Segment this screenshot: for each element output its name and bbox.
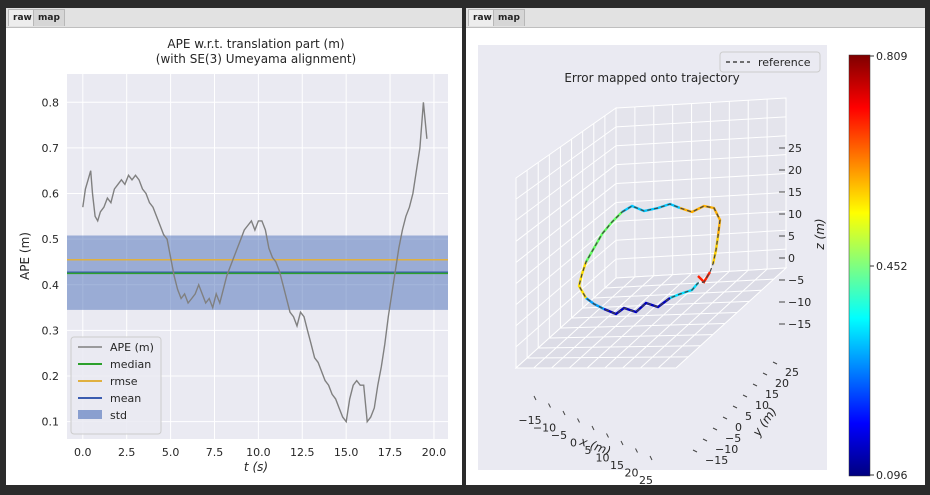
x-axis-label: t (s) (244, 460, 268, 474)
z-tick-label: 20 (788, 164, 802, 177)
trajectory-plot-window: raw map Error mapped onto trajectory ref… (466, 8, 925, 485)
z-tick-label: 15 (788, 186, 802, 199)
y-tick (762, 372, 768, 376)
y-tick-label: 0.4 (42, 279, 60, 292)
y-tick (742, 394, 748, 398)
x-tick (620, 440, 624, 446)
y-tick-label: −5 (725, 432, 741, 445)
x-tick-label: 25 (639, 474, 653, 485)
x-tick (533, 395, 537, 401)
y-tick (752, 383, 758, 387)
tab-map[interactable]: map (33, 9, 65, 26)
x-tick-label: 7.5 (206, 446, 224, 459)
legend-ape: APE (m) (110, 341, 154, 354)
trajectory-segment (603, 297, 671, 316)
y-tick-label: 0.1 (42, 416, 60, 429)
tab-map[interactable]: map (493, 9, 525, 26)
tab-bar: raw map (466, 8, 925, 28)
x-tick-label: 0.0 (74, 446, 92, 459)
y-tick-label: 0.6 (42, 188, 60, 201)
x-tick-label: −15 (518, 414, 541, 427)
ape-chart: APE w.r.t. translation part (m) (with SE… (18, 37, 448, 474)
x-tick-label: −10 (533, 422, 556, 435)
x-tick (606, 433, 609, 438)
z-axis-label-3d: z (m) (813, 218, 827, 250)
y-tick-label: 0.8 (42, 96, 60, 109)
legend-mean: mean (110, 392, 141, 405)
y-tick-label: 0.5 (42, 233, 60, 246)
y-tick-label: 10 (755, 399, 769, 412)
reference-path (578, 203, 721, 315)
y-axis-label: APE (m) (18, 232, 32, 280)
x-tick (635, 448, 638, 453)
z-tick-label: 0 (788, 252, 795, 265)
x-tick-label: 0 (570, 437, 577, 450)
z-tick-label: 10 (788, 208, 802, 221)
y-tick (732, 405, 738, 409)
trajectory-3d-chart: Error mapped onto trajectory reference 2… (478, 45, 908, 485)
colorbar-min-label: 0.096 (876, 469, 908, 482)
trajectory-segment (584, 211, 623, 263)
legend: APE (m) median rmse mean std (70, 336, 162, 435)
ape-plot-window: raw map APE w.r.t. translation part (m) … (6, 8, 462, 485)
ape-series-line (82, 102, 428, 424)
y-tick-label: 0.2 (42, 370, 60, 383)
y-tick (772, 361, 778, 365)
x-tick-label: 15.0 (334, 446, 359, 459)
x-tick-label: 10 (596, 452, 610, 465)
trajectory (577, 202, 722, 316)
y-tick-label: 0 (735, 421, 742, 434)
chart-subtitle: (with SE(3) Umeyama alignment) (156, 52, 356, 66)
colorbar-max-label: 0.809 (876, 50, 908, 63)
y-tick-label: 0.7 (42, 142, 60, 155)
y-tick-label: −15 (705, 454, 728, 467)
x-tick-label: 20 (625, 467, 639, 480)
y-tick-label: 15 (765, 388, 779, 401)
z-tick-label: −15 (788, 318, 811, 331)
x-tick (548, 403, 551, 408)
legend-std: std (110, 409, 127, 422)
z-tick-label: −5 (788, 274, 804, 287)
x-tick-label: 5.0 (162, 446, 180, 459)
chart-title: APE w.r.t. translation part (m) (167, 37, 344, 51)
legend-rmse: rmse (110, 375, 138, 388)
y-tick-label: 20 (775, 377, 789, 390)
x-tick (577, 418, 580, 423)
legend-median: median (110, 358, 151, 371)
y-tick-label: 0.3 (42, 324, 60, 337)
x-tick-label: 10.0 (246, 446, 271, 459)
chart-title-3d: Error mapped onto trajectory (564, 71, 739, 85)
z-tick-label: −10 (788, 296, 811, 309)
x-tick-label: 5 (585, 444, 592, 457)
colorbar (848, 54, 871, 477)
y-tick-label: 25 (785, 366, 799, 379)
x-tick-label: 17.5 (378, 446, 403, 459)
grid-3d (515, 99, 787, 369)
x-tick-label: 12.5 (290, 446, 315, 459)
x-tick (562, 410, 566, 416)
tab-bar: raw map (6, 8, 462, 28)
legend-swatch-std (78, 410, 102, 419)
x-tick (649, 455, 653, 461)
y-tick (712, 427, 718, 431)
x-tick-label: 15 (610, 459, 624, 472)
x-tick-label: 20.0 (422, 446, 447, 459)
z-tick-label: 5 (788, 230, 795, 243)
x-tick-label: −5 (551, 429, 567, 442)
y-tick-label: 5 (745, 410, 752, 423)
x-tick (591, 425, 595, 431)
z-tick-label: 25 (788, 142, 802, 155)
colorbar-mid-label: 0.452 (876, 260, 908, 273)
x-tick-label: 2.5 (118, 446, 136, 459)
legend-reference: reference (758, 56, 811, 69)
y-tick (702, 438, 708, 442)
legend-3d: reference (719, 51, 821, 73)
y-tick-label: −10 (715, 443, 738, 456)
y-tick (722, 416, 728, 420)
y-tick (692, 449, 698, 453)
